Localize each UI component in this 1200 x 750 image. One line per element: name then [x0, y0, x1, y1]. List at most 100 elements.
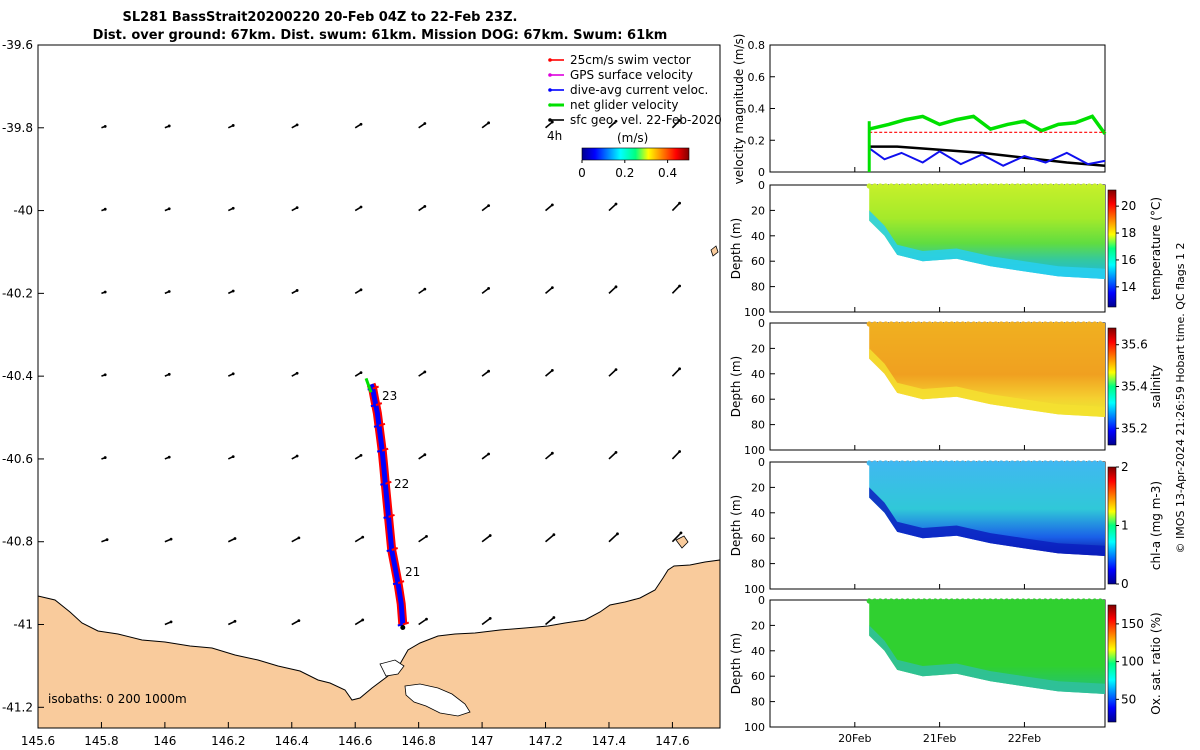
- sample-dot: [921, 321, 927, 327]
- sample-dot: [899, 321, 905, 327]
- sample-dot: [998, 460, 1004, 466]
- sample-dot: [921, 598, 927, 604]
- current-arrow-head: [614, 285, 618, 289]
- glider-track: [364, 377, 410, 631]
- dive-avg-vector: [383, 515, 389, 519]
- sample-dot: [1004, 598, 1010, 604]
- temperature-deep-layer: [869, 210, 1105, 279]
- map-xtick-label: 146: [153, 734, 176, 748]
- current-arrow-head: [295, 289, 299, 292]
- current-arrow-head: [295, 123, 299, 127]
- velocity-series-line: [868, 147, 1106, 167]
- salinity-ylabel: Depth (m): [729, 356, 743, 417]
- sample-dot: [1042, 460, 1048, 466]
- map-ytick-label: -39.8: [2, 121, 33, 135]
- current-arrow: [671, 450, 681, 460]
- current-arrow-head: [487, 369, 491, 373]
- sample-dot: [927, 321, 933, 327]
- current-arrow-head: [423, 453, 427, 457]
- temperature-colorbar: [1107, 189, 1117, 308]
- current-arrow-head: [105, 538, 109, 542]
- current-arrow-head: [297, 536, 301, 540]
- sample-dot: [1097, 598, 1103, 604]
- sample-dot: [965, 321, 971, 327]
- date-tick-label: 20Feb: [838, 732, 871, 745]
- current-arrow-head: [678, 118, 681, 122]
- sample-dot: [1086, 183, 1092, 189]
- salinity-colorbar-label: salinity: [1149, 365, 1163, 408]
- current-arrow-head: [487, 121, 491, 125]
- sample-dot: [1048, 183, 1054, 189]
- speed-colorbar-ticks: 0 0.2 0.4: [578, 160, 677, 180]
- current-arrow-head: [678, 367, 681, 371]
- chla-colorbar: [1107, 466, 1117, 585]
- current-arrow: [671, 202, 681, 212]
- current-arrow-head: [550, 120, 554, 124]
- current-arrow-head: [552, 616, 556, 619]
- current-arrow: [608, 286, 617, 294]
- current-arrow-head: [169, 537, 173, 541]
- current-arrow-head: [233, 619, 237, 623]
- sample-dot: [872, 598, 878, 604]
- sample-dot: [943, 321, 949, 327]
- sample-dot: [888, 321, 894, 327]
- current-arrow: [481, 534, 491, 543]
- depth-tick-label: 80: [751, 419, 765, 432]
- sample-dot: [910, 183, 916, 189]
- velocity-ytick-label: 0.4: [748, 103, 766, 116]
- current-arrow: [354, 536, 364, 543]
- legend-arrow-head: [548, 58, 552, 62]
- sample-dot: [1009, 460, 1015, 466]
- sample-dot: [987, 598, 993, 604]
- current-arrow-head: [359, 122, 363, 126]
- sample-dot: [1070, 598, 1076, 604]
- sample-dot: [1004, 460, 1010, 466]
- sample-dot: [1092, 598, 1098, 604]
- sample-dot: [1070, 321, 1076, 327]
- current-arrow-head: [103, 290, 107, 294]
- legend-arrow-head: [548, 88, 552, 92]
- current-arrow: [545, 121, 553, 129]
- sample-dot: [1015, 321, 1021, 327]
- sample-dot: [993, 460, 999, 466]
- current-arrow-head: [487, 287, 491, 290]
- sample-dot: [1015, 183, 1021, 189]
- map-xtick-label: 146.4: [275, 734, 309, 748]
- sample-dot: [910, 598, 916, 604]
- temperature-ylabel: Depth (m): [729, 218, 743, 279]
- sample-dot: [1009, 183, 1015, 189]
- sample-dot: [993, 321, 999, 327]
- current-arrow: [545, 287, 553, 294]
- sample-dot: [921, 460, 927, 466]
- sample-dot: [1037, 321, 1043, 327]
- sample-dot: [1097, 321, 1103, 327]
- sample-dot: [1031, 598, 1037, 604]
- depth-tick-label: 20: [751, 342, 765, 355]
- day-label-21: 21: [405, 565, 420, 579]
- sample-dot: [883, 598, 889, 604]
- current-arrow: [608, 369, 617, 377]
- map-xtick-label: 146.2: [211, 734, 245, 748]
- current-arrow-head: [359, 205, 363, 209]
- map-ytick-label: -40.6: [2, 452, 33, 466]
- sample-dot: [877, 598, 883, 604]
- current-arrow: [608, 533, 619, 543]
- sample-dot: [1004, 321, 1010, 327]
- current-arrow-head: [614, 450, 618, 454]
- oxygen-deep-layer: [869, 625, 1105, 694]
- sample-dot: [1059, 321, 1065, 327]
- current-arrow-head: [614, 368, 618, 372]
- map-ytick-label: -39.6: [2, 38, 33, 52]
- current-arrow: [545, 616, 555, 626]
- depth-tick-label: 0: [758, 317, 765, 330]
- island-2: [710, 245, 719, 257]
- sample-dot: [916, 460, 922, 466]
- sample-dot: [932, 321, 938, 327]
- sample-dot: [1031, 460, 1037, 466]
- swim-vector: [375, 402, 383, 407]
- current-arrow: [481, 617, 491, 626]
- map-xtick-label: 146.6: [338, 734, 372, 748]
- sample-dot: [1081, 183, 1087, 189]
- dive-avg-vector: [386, 549, 392, 552]
